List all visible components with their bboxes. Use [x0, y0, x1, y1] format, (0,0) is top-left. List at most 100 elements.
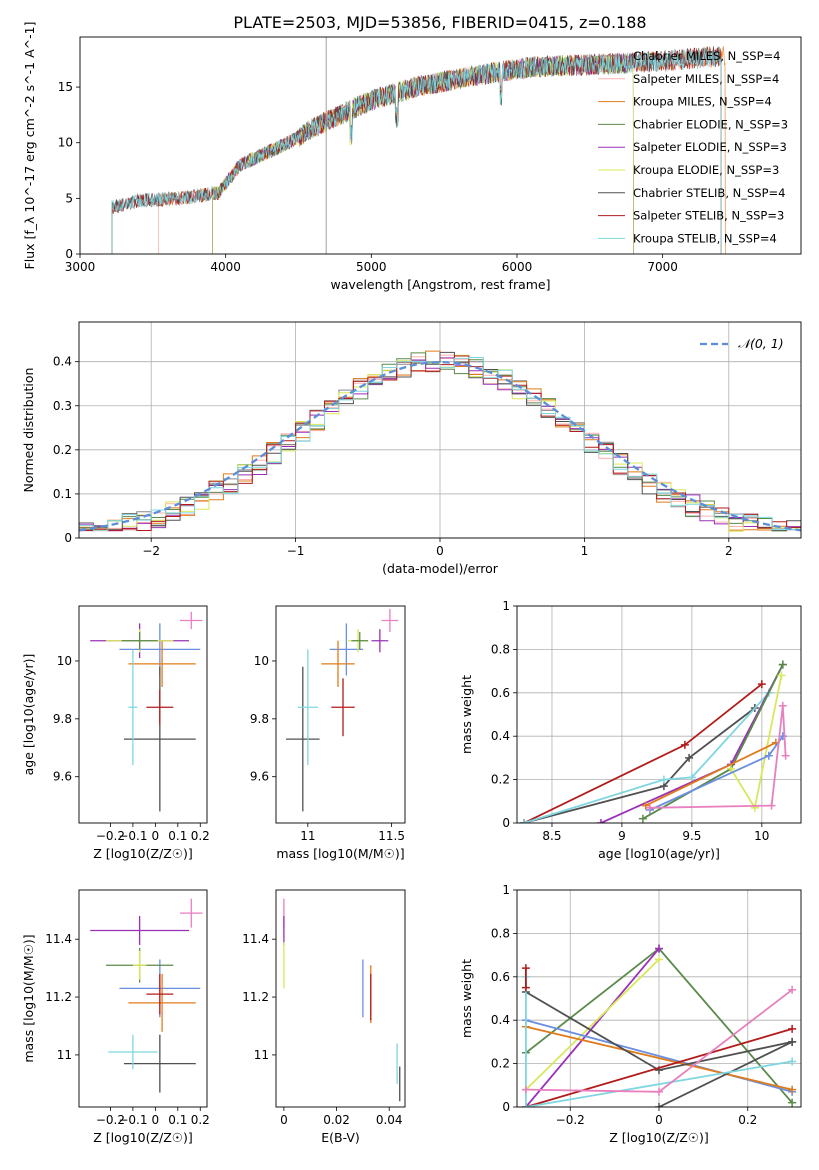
y-tick-label: 1: [502, 883, 510, 897]
weight-line: [525, 1060, 793, 1107]
legend-label: Chabrier MILES, N_SSP=4: [633, 49, 780, 63]
x-tick-label: 0: [280, 1113, 288, 1127]
legend-label: Salpeter ELODIE, N_SSP=3: [633, 140, 787, 154]
x-axis-label: wavelength [Angstrom, rest frame]: [330, 277, 550, 292]
legend-label: Kroupa STELIB, N_SSP=4: [633, 231, 777, 245]
x-tick-label: 0: [152, 829, 160, 843]
x-tick-label: 3000: [65, 260, 96, 274]
axes-frame: [275, 605, 406, 824]
x-tick-label: 0.04: [376, 1113, 403, 1127]
spectrum-line-6: [111, 46, 722, 254]
plot-area: [111, 37, 726, 254]
weight-line: [523, 692, 770, 823]
panel-mass-vs-EBV: 0 0.02 0.04 11 11.2 11.4 E(B-V): [242, 889, 406, 1145]
y-tick-label: 0.2: [53, 443, 72, 457]
x-tick-label: 0.02: [323, 1113, 350, 1127]
y-tick-label: 0: [64, 531, 72, 545]
x-tick-label: 7000: [647, 260, 678, 274]
plot-area: [521, 944, 797, 1107]
axes-frame: [516, 889, 802, 1108]
y-tick-label: 0.2: [491, 1057, 510, 1071]
x-tick-label: 10: [754, 829, 769, 843]
x-tick-label: −0.2: [96, 1113, 125, 1127]
panel-age-vs-mass: 11 11.5 9.6 9.8 10 mass [log10(M/M☉)]: [250, 605, 406, 861]
x-tick-label: 0.1: [168, 1113, 187, 1127]
x-tick-label: 11: [300, 829, 315, 843]
x-tick-label: 0: [152, 1113, 160, 1127]
y-tick-label: 0.4: [491, 1013, 510, 1027]
y-axis-label: mass weight: [459, 675, 474, 754]
weight-line: [525, 958, 660, 1091]
y-axis-label: Flux [f_λ 10^-17 erg cm^-2 s^-1 A^-1]: [22, 22, 37, 270]
x-axis-label: E(B-V): [321, 1130, 360, 1145]
weight-line: [658, 1041, 793, 1107]
y-tick-label: 11.2: [242, 990, 269, 1004]
legend-label: Chabrier STELIB, N_SSP=4: [633, 186, 785, 200]
y-axis-label: age [log10(age/yr)]: [21, 654, 36, 776]
panel-age-vs-Z: −0.2−0.1 0 0.1 0.2 9.6 9.8 10 Z [log10(Z/Z☉)] ag…: [21, 605, 210, 861]
y-tick-label: 0.3: [53, 399, 72, 413]
weight-line: [525, 1025, 793, 1091]
weight-line: [649, 735, 784, 811]
y-tick-label: 11.2: [45, 990, 72, 1004]
y-tick-label: 0: [502, 816, 510, 830]
legend-label: 𝒩(0, 1): [738, 336, 784, 351]
plot-area: [90, 898, 203, 1093]
y-tick-label: 9.6: [250, 770, 269, 784]
x-axis-label: Z [log10(Z/Z☉)]: [93, 1130, 193, 1145]
x-tick-label: 5000: [356, 260, 387, 274]
y-tick-label: 11.4: [242, 932, 269, 946]
plot-area: [79, 350, 801, 538]
legend-label: Kroupa MILES, N_SSP=4: [633, 95, 772, 109]
axes-frame: [79, 36, 802, 255]
y-tick-label: 0.6: [491, 686, 510, 700]
axes-frame: [78, 321, 802, 539]
plot-area: [283, 898, 401, 1102]
x-tick-label: 0.2: [191, 1113, 210, 1127]
x-tick-label: 9.5: [682, 829, 701, 843]
y-tick-label: 0.4: [53, 355, 72, 369]
x-tick-label: −0.1: [118, 829, 147, 843]
y-axis-label: Normed distribution: [21, 368, 36, 493]
x-tick-label: 0.1: [168, 829, 187, 843]
plot-area: [286, 608, 399, 812]
y-tick-label: 0.4: [491, 729, 510, 743]
y-tick-label: 0.8: [491, 926, 510, 940]
panel-massweight-vs-Z: −0.2 0 0.2 0 0.2 0.4 0.6 0.8 1 Z [log10(Z/Z☉)] mas…: [459, 883, 802, 1145]
x-tick-label: 9: [618, 829, 626, 843]
y-tick-label: 0.1: [53, 487, 72, 501]
x-tick-label: −1: [287, 544, 305, 558]
y-tick-label: 11: [57, 1048, 72, 1062]
x-tick-label: −0.2: [556, 1113, 585, 1127]
x-axis-label: Z [log10(Z/Z☉)]: [93, 846, 193, 861]
x-tick-label: 0.2: [191, 829, 210, 843]
y-tick-label: 9.8: [53, 712, 72, 726]
axes-frame: [275, 889, 406, 1108]
figure-title: PLATE=2503, MJD=53856, FIBERID=0415, z=0…: [233, 13, 646, 32]
weight-line: [523, 707, 756, 823]
x-axis-label: age [log10(age/yr)]: [598, 846, 720, 861]
y-tick-label: 9.8: [250, 712, 269, 726]
legend-label: Salpeter MILES, N_SSP=4: [633, 72, 779, 86]
y-tick-label: 10: [58, 136, 73, 150]
y-tick-label: 15: [58, 80, 73, 94]
y-axis-label: mass weight: [459, 959, 474, 1038]
x-axis-label: (data-model)/error: [382, 561, 499, 576]
x-axis-label: Z [log10(Z/Z☉)]: [609, 1130, 709, 1145]
legend-label: Chabrier ELODIE, N_SSP=3: [633, 117, 788, 131]
histogram-8: [79, 357, 801, 538]
x-tick-label: 4000: [210, 260, 241, 274]
y-tick-label: 0.6: [491, 970, 510, 984]
x-tick-label: 0: [655, 1113, 663, 1127]
axes-frame: [516, 605, 802, 824]
x-tick-label: 8.5: [542, 829, 561, 843]
weight-line: [645, 741, 777, 807]
y-tick-label: 0: [502, 1100, 510, 1114]
panel-residual-histogram: −2 −1 0 1 2 0 0.1 0.2 0.3 0.4 (data-model)/error No…: [21, 321, 802, 576]
x-tick-label: 11.5: [378, 829, 405, 843]
y-tick-label: 11.4: [45, 932, 72, 946]
weight-line: [523, 683, 763, 823]
y-tick-label: 10: [57, 654, 72, 668]
legend-label: Kroupa ELODIE, N_SSP=3: [633, 163, 779, 177]
